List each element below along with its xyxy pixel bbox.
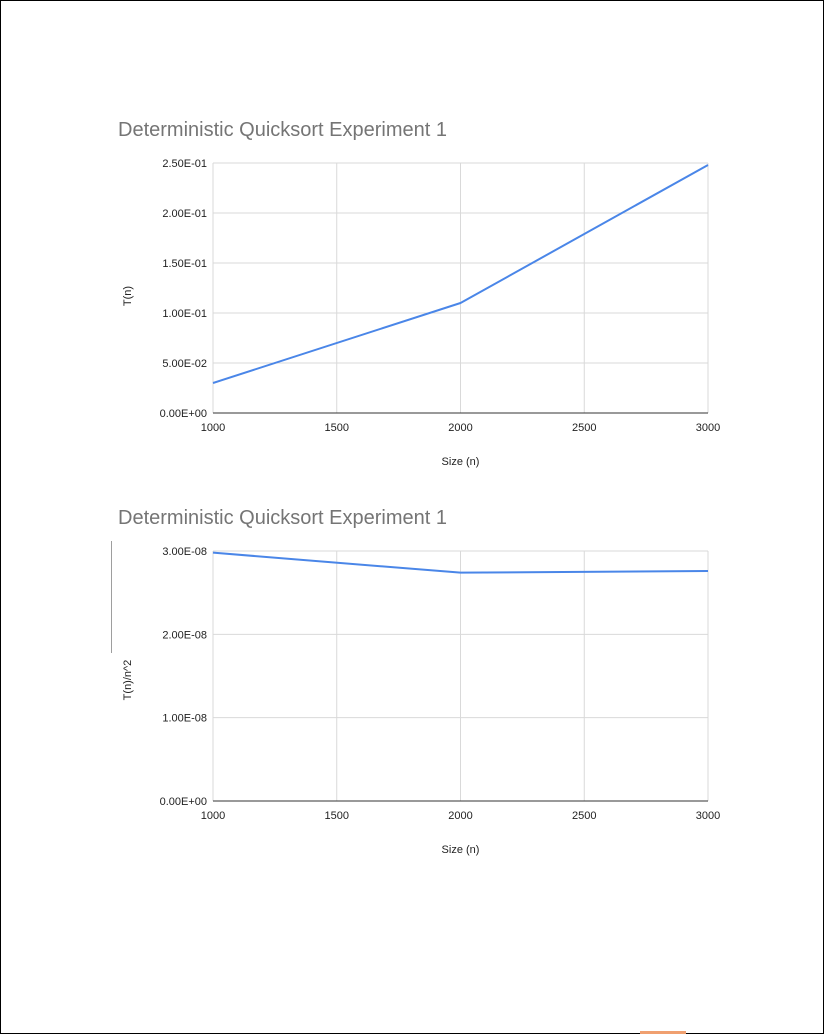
x-tick-label: 1500 <box>325 810 349 822</box>
chart-title: Deterministic Quicksort Experiment 1 <box>118 119 447 141</box>
chart-2-plot: 0.00E+00 1.00E-08 2.00E-08 3.00E-08 1000 1500… <box>122 546 720 856</box>
y-tick-label: 1.00E-08 <box>162 713 207 725</box>
x-tick-label: 2500 <box>572 422 596 434</box>
x-tick-label: 2000 <box>448 810 472 822</box>
x-tick-label: 3000 <box>696 810 720 822</box>
y-axis-label: T(n) <box>122 286 134 306</box>
y-tick-label: 3.00E-08 <box>162 546 207 558</box>
y-tick-label: 0.00E+00 <box>160 408 207 420</box>
x-tick-label: 2000 <box>448 422 472 434</box>
y-tick-label: 2.00E-08 <box>162 629 207 641</box>
x-axis-label: Size (n) <box>442 844 480 856</box>
y-axis-label: T(n)/n^2 <box>122 660 134 701</box>
x-axis-label: Size (n) <box>442 456 480 468</box>
y-tick-label: 0.00E+00 <box>160 796 207 808</box>
page-edge-mark <box>640 1031 686 1034</box>
y-tick-label: 2.00E-01 <box>162 208 207 220</box>
y-tick-label: 1.50E-01 <box>162 258 207 270</box>
x-tick-label: 1000 <box>201 422 225 434</box>
chart-1: Deterministic Quicksort Experiment 1 0.0… <box>1 111 824 481</box>
chart-2: Deterministic Quicksort Experiment 1 0.0… <box>1 499 824 869</box>
chart-title: Deterministic Quicksort Experiment 1 <box>118 507 447 529</box>
x-tick-label: 1500 <box>325 422 349 434</box>
chart-1-plot: 0.00E+00 5.00E-02 1.00E-01 1.50E-01 2.00E-01… <box>122 158 720 468</box>
divider <box>111 541 112 653</box>
y-tick-label: 2.50E-01 <box>162 158 207 170</box>
y-tick-label: 1.00E-01 <box>162 308 207 320</box>
x-tick-label: 2500 <box>572 810 596 822</box>
y-tick-label: 5.00E-02 <box>162 358 207 370</box>
x-tick-label: 3000 <box>696 422 720 434</box>
x-tick-label: 1000 <box>201 810 225 822</box>
